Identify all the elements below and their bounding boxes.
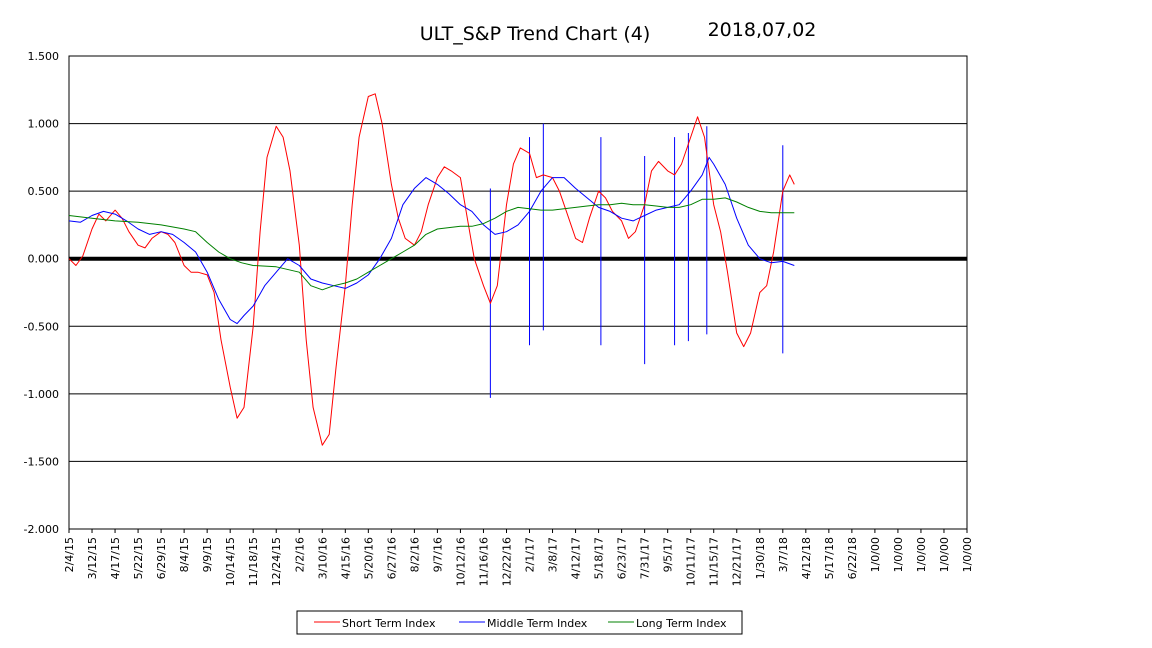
y-tick-label: -1.500 — [24, 455, 59, 468]
series-line-2 — [68, 197, 795, 291]
x-tick-label: 6/29/15 — [155, 537, 168, 579]
x-tick-label: 5/22/15 — [132, 537, 145, 579]
x-tick-label: 3/7/18 — [777, 537, 790, 572]
series-line-0 — [68, 93, 795, 446]
x-tick-label: 3/12/15 — [86, 537, 99, 579]
legend: Short Term Index Middle Term Index Long … — [296, 610, 743, 635]
x-tick-label: 1/0/00 — [892, 537, 905, 572]
legend-label-middle: Middle Term Index — [487, 617, 588, 630]
legend-label-long: Long Term Index — [636, 617, 727, 630]
x-tick-label: 5/20/16 — [362, 537, 375, 579]
vertical-markers — [489, 123, 784, 398]
x-tick-label: 2/2/16 — [293, 537, 306, 572]
series-lines — [68, 93, 795, 446]
y-tick-label: 1.000 — [28, 118, 60, 131]
series-line-1 — [68, 156, 795, 325]
x-tick-label: 4/15/16 — [339, 537, 352, 579]
x-tick-label: 12/24/15 — [270, 537, 283, 586]
x-tick-label: 10/12/16 — [454, 537, 467, 586]
x-tick-label: 5/17/18 — [823, 537, 836, 579]
x-tick-label: 10/11/17 — [685, 537, 698, 586]
x-tick-label: 12/21/17 — [731, 537, 744, 586]
y-tick-label: -1.000 — [24, 388, 59, 401]
x-tick-label: 8/2/16 — [408, 537, 421, 572]
legend-box — [296, 610, 743, 635]
x-tick-label: 11/15/17 — [708, 537, 721, 586]
x-tick-label: 4/17/15 — [109, 537, 122, 579]
x-tick-label: 3/10/16 — [316, 537, 329, 579]
x-tick-label: 1/30/18 — [754, 537, 767, 579]
x-tick-label: 6/23/17 — [616, 537, 629, 579]
x-tick-label: 7/31/17 — [639, 537, 652, 579]
x-tick-label: 12/22/16 — [500, 537, 513, 586]
x-tick-label: 11/18/15 — [247, 537, 260, 586]
chart-date: 2018,07,02 — [708, 19, 817, 41]
x-tick-label: 1/0/00 — [938, 537, 951, 572]
y-tick-label: 0.000 — [28, 253, 60, 266]
x-tick-label: 9/7/16 — [431, 537, 444, 572]
x-tick-label: 2/1/17 — [524, 537, 537, 572]
chart-title: ULT_S&P Trend Chart (4) — [420, 23, 651, 45]
x-tick-label: 6/27/16 — [385, 537, 398, 579]
y-tick-label: 1.500 — [28, 50, 60, 63]
x-tick-label: 2/4/15 — [63, 537, 76, 572]
y-axis-ticks: 1.500 1.000 0.500 0.000 -0.500 -1.000 -1.500 -2… — [24, 50, 59, 536]
x-tick-label: 4/12/17 — [570, 537, 583, 579]
x-tick-label: 9/5/17 — [662, 537, 675, 572]
x-tick-label: 11/16/16 — [477, 537, 490, 586]
plot-area — [68, 55, 968, 530]
x-tick-label: 1/0/00 — [961, 537, 974, 572]
y-tick-label: -2.000 — [24, 523, 59, 536]
x-tick-label: 4/12/18 — [800, 537, 813, 579]
legend-label-short: Short Term Index — [342, 617, 436, 630]
x-tick-label: 8/4/15 — [178, 537, 191, 572]
x-tick-label: 3/8/17 — [547, 537, 560, 572]
x-tick-label: 10/14/15 — [224, 537, 237, 586]
y-tick-label: -0.500 — [24, 320, 59, 333]
x-tick-label: 5/18/17 — [593, 537, 606, 579]
x-tick-label: 6/22/18 — [846, 537, 859, 579]
x-tick-label: 9/9/15 — [201, 537, 214, 572]
x-tick-label: 1/0/00 — [869, 537, 882, 572]
x-tick-label: 1/0/00 — [915, 537, 928, 572]
x-axis-ticks: 2/4/15 3/12/15 4/17/15 5/22/15 6/29/15 8/4/15… — [63, 529, 974, 586]
y-tick-label: 0.500 — [28, 185, 60, 198]
